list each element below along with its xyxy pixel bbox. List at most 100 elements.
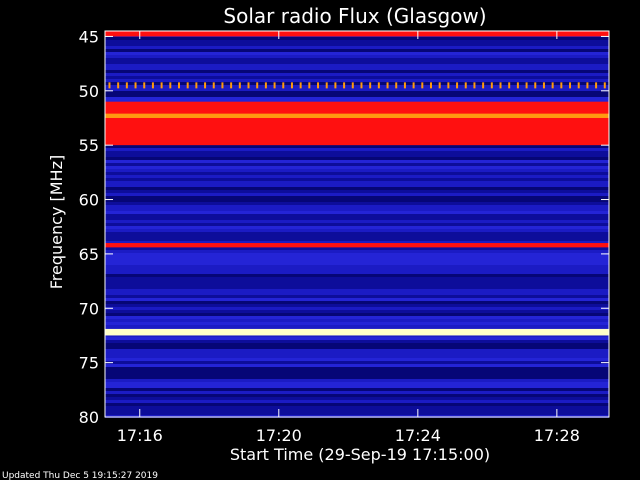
interference-spike: [169, 82, 172, 89]
spectrum-row: [105, 412, 609, 415]
interference-spike: [464, 82, 467, 89]
interference-spike: [143, 82, 146, 89]
spectrum-row: [105, 199, 609, 202]
spectrum-row: [105, 337, 609, 340]
spectrum-row: [105, 295, 609, 298]
spectrum-row: [105, 163, 609, 166]
spectrum-row: [105, 58, 609, 61]
spectrum-row: [105, 97, 609, 100]
spectrum-row: [105, 208, 609, 211]
spectrum-row: [105, 196, 609, 199]
interference-spike: [160, 82, 163, 89]
interference-spike: [134, 82, 137, 89]
spectrum-row: [105, 304, 609, 307]
interference-spike: [117, 82, 120, 89]
spectrum-row: [105, 64, 609, 67]
spectrum-row: [105, 202, 609, 205]
spectrum-row: [105, 49, 609, 52]
spectrum-row: [105, 100, 609, 103]
interference-spike: [125, 82, 128, 89]
spectrum-row: [105, 151, 609, 154]
emission-band: [105, 113, 609, 118]
interference-spike: [603, 82, 606, 89]
spectrum-row: [105, 175, 609, 178]
spectrum-row: [105, 352, 609, 355]
spectrum-row: [105, 154, 609, 157]
interference-spike: [577, 82, 580, 89]
spectrum-row: [105, 217, 609, 220]
spectrum-row: [105, 406, 609, 409]
spectrum-row: [105, 286, 609, 289]
spectrum-row: [105, 70, 609, 73]
spectrum-row: [105, 274, 609, 277]
y-tick-label: 55: [79, 136, 99, 155]
spectrum-row: [105, 184, 609, 187]
spectrum-row: [105, 382, 609, 385]
spectrum-row: [105, 370, 609, 373]
interference-spike: [395, 82, 398, 89]
interference-spike: [421, 82, 424, 89]
x-tick-label: 17:28: [534, 426, 580, 445]
interference-spike: [403, 82, 406, 89]
spectrum-row: [105, 160, 609, 163]
spectrum-row: [105, 148, 609, 151]
interference-spike: [369, 82, 372, 89]
y-axis: 45 50 55 60 65 70 75 80: [79, 27, 609, 427]
spectrum-row: [105, 145, 609, 148]
interference-spike: [308, 82, 311, 89]
interference-spike: [551, 82, 554, 89]
spectrum-row: [105, 361, 609, 364]
interference-spike: [482, 82, 485, 89]
spectrum-row: [105, 319, 609, 322]
spectrum-row: [105, 340, 609, 343]
interference-spike: [230, 82, 233, 89]
y-tick-label: 70: [79, 299, 99, 318]
emission-band: [105, 328, 609, 336]
interference-spike: [186, 82, 189, 89]
spectrum-row: [105, 364, 609, 367]
y-tick-label: 65: [79, 245, 99, 264]
interference-spike: [351, 82, 354, 89]
y-tick-label: 50: [79, 82, 99, 101]
spectrum-row: [105, 385, 609, 388]
spectrum-row: [105, 205, 609, 208]
interference-spike: [264, 82, 267, 89]
spectrum-row: [105, 61, 609, 64]
spectrum-row: [105, 43, 609, 46]
spectrum-row: [105, 94, 609, 97]
spectrum-row: [105, 310, 609, 313]
spectrum-row: [105, 403, 609, 406]
spectrum-row: [105, 157, 609, 160]
spectrum-row: [105, 358, 609, 361]
spectrum-row: [105, 37, 609, 40]
spectrum-row: [105, 40, 609, 43]
plot-area: [104, 30, 610, 418]
interference-spike: [447, 82, 450, 89]
x-tick-label: 17:24: [395, 426, 441, 445]
spectrum-row: [105, 73, 609, 76]
spectrum-row: [105, 220, 609, 223]
spectrum-row: [105, 391, 609, 394]
interference-spike: [386, 82, 389, 89]
spectrum-row: [105, 301, 609, 304]
interference-spike: [177, 82, 180, 89]
interference-spike: [525, 82, 528, 89]
spectrum-row: [105, 400, 609, 403]
interference-spike: [586, 82, 589, 89]
spectrum-row: [105, 187, 609, 190]
spectrum-row: [105, 298, 609, 301]
spectrum-row: [105, 52, 609, 55]
y-axis-label: Frequency [MHz]: [47, 155, 66, 289]
spectrum-row: [105, 367, 609, 370]
spectrum-row: [105, 262, 609, 265]
spectrum-row: [105, 394, 609, 397]
interference-spike: [508, 82, 511, 89]
spectrum-row: [105, 397, 609, 400]
interference-spike: [273, 82, 276, 89]
interference-spike: [212, 82, 215, 89]
interference-spike: [377, 82, 380, 89]
interference-spike: [343, 82, 346, 89]
spectrum-row: [105, 55, 609, 58]
spectrum-row: [105, 268, 609, 271]
interference-spike: [108, 82, 111, 89]
